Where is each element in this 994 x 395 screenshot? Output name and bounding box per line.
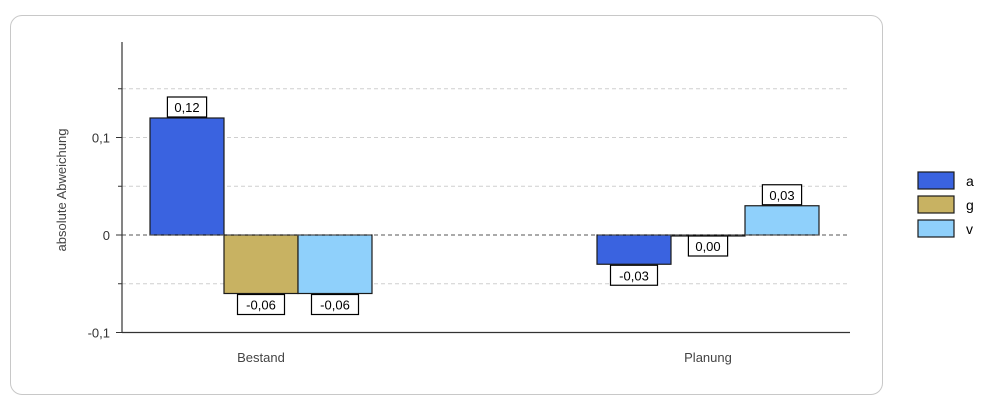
data-label-value: -0,06	[246, 298, 276, 313]
bars	[149, 117, 820, 295]
bar-v-bestand	[297, 234, 373, 295]
legend-item-a: a	[917, 171, 974, 190]
data-label-box	[687, 235, 729, 257]
legend: agv	[917, 171, 974, 238]
data-label-box	[166, 96, 208, 118]
data-label-value: 0,12	[174, 100, 199, 115]
category-label-bestand: Bestand	[237, 350, 285, 365]
y-tick-label: -0,1	[88, 326, 110, 341]
data-label-v-planung: 0,03	[761, 184, 803, 206]
bar-v-planung	[744, 205, 820, 236]
y-tick-label: 0,1	[92, 131, 110, 146]
data-label-box	[761, 184, 803, 206]
legend-item-v: v	[917, 219, 973, 238]
legend-swatch	[917, 195, 955, 214]
category-label-planung: Planung	[684, 350, 732, 365]
data-label-a-planung: -0,03	[609, 264, 659, 286]
bar-a-planung	[596, 234, 672, 265]
axes: 0,1 0 -0,1 Bestand Planung absolute Abweichun…	[54, 42, 850, 365]
data-label-box	[310, 293, 360, 316]
legend-label: a	[966, 173, 974, 189]
data-label-box	[236, 293, 286, 316]
legend-swatch	[917, 171, 955, 190]
y-tick-label: 0	[103, 228, 110, 243]
legend-label: v	[966, 221, 973, 237]
data-label-box	[609, 264, 659, 286]
y-axis-title: absolute Abweichung	[54, 129, 69, 252]
bar-chart: 0,1 0 -0,1 Bestand Planung absolute Abweichun…	[54, 42, 974, 365]
data-label-value: 0,00	[695, 239, 720, 254]
data-label-g-planung: 0,00	[687, 235, 729, 257]
data-label-value: -0,03	[619, 268, 649, 283]
data-label-g-bestand: -0,06	[236, 293, 286, 316]
legend-swatch	[917, 219, 955, 238]
data-label-a-bestand: 0,12	[166, 96, 208, 118]
data-label-value: -0,06	[320, 298, 350, 313]
bar-g-bestand	[223, 234, 299, 295]
data-label-v-bestand: -0,06	[310, 293, 360, 316]
legend-label: g	[966, 197, 974, 213]
legend-item-g: g	[917, 195, 974, 214]
data-label-value: 0,03	[769, 188, 794, 203]
data-labels: 0,12 -0,03 -0,06 0,00 -0,06 0,03	[166, 96, 803, 316]
bar-a-bestand	[149, 117, 225, 236]
